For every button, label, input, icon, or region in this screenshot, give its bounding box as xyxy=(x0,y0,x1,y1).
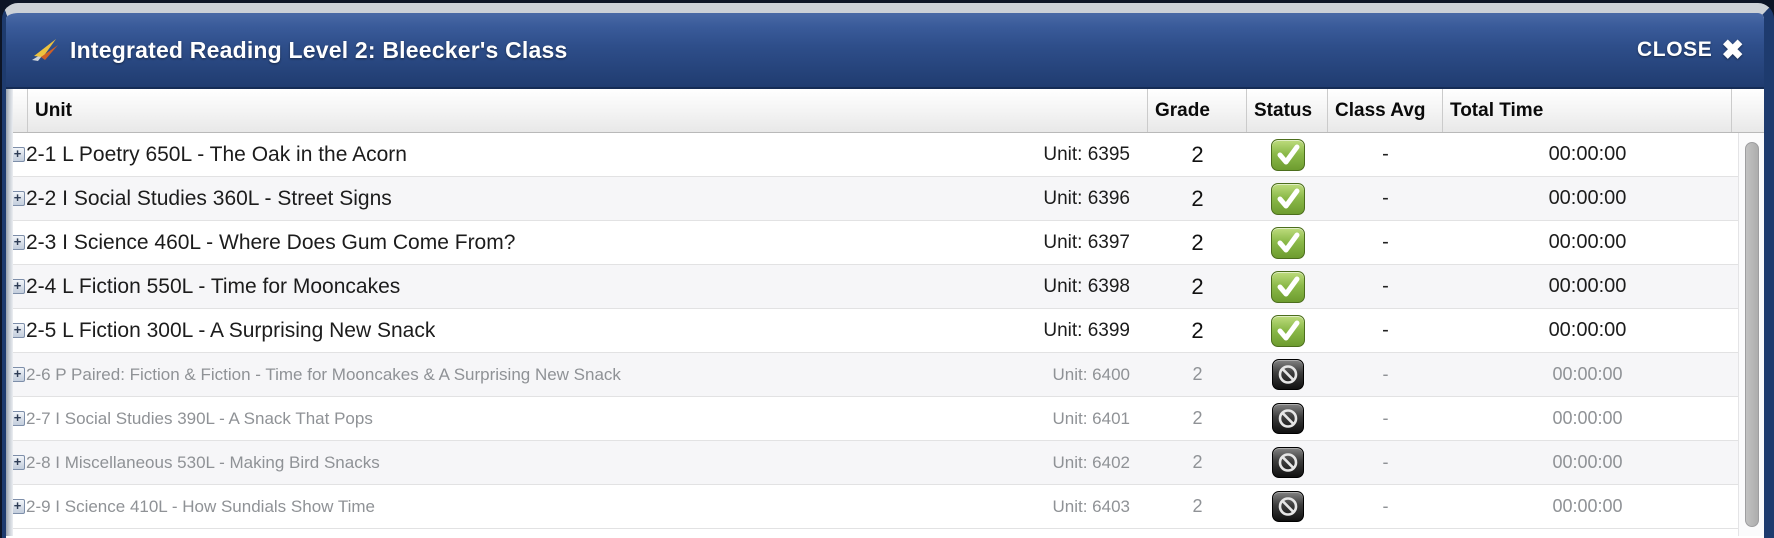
total-time-value: 00:00:00 xyxy=(1548,231,1627,253)
unit-title: 2-9 I Science 410L - How Sundials Show T… xyxy=(26,496,375,516)
column-header-total-time: Total Time xyxy=(1443,89,1732,132)
class-avg-value: - xyxy=(1382,187,1389,209)
column-header-status: Status xyxy=(1247,89,1328,132)
class-avg-value: - xyxy=(1382,496,1389,516)
class-avg-value: - xyxy=(1382,408,1389,428)
header-spacer-cell xyxy=(1732,89,1764,132)
table-header-row: Unit Grade Status Class Avg Total Time xyxy=(6,89,1764,133)
left-gutter xyxy=(6,89,13,536)
table-row[interactable]: + 2-3 I Science 460L - Where Does Gum Co… xyxy=(6,221,1764,265)
quill-logo-icon xyxy=(30,36,60,64)
total-time-value: 00:00:00 xyxy=(1552,364,1623,384)
table-row[interactable]: + 2-4 L Fiction 550L - Time for Mooncake… xyxy=(6,265,1764,309)
grade-value: 2 xyxy=(1191,317,1204,343)
table-row[interactable]: + 2-5 L Fiction 300L - A Surprising New … xyxy=(6,309,1764,353)
class-avg-value: - xyxy=(1382,452,1389,472)
unit-number: Unit: 6396 xyxy=(1043,187,1130,209)
unit-title: 2-7 I Social Studies 390L - A Snack That… xyxy=(26,408,373,428)
unit-title: 2-3 I Science 460L - Where Does Gum Come… xyxy=(26,230,516,254)
table-row[interactable]: + 2-2 I Social Studies 360L - Street Sig… xyxy=(6,177,1764,221)
scrollbar-thumb[interactable] xyxy=(1745,142,1759,527)
unit-number: Unit: 6397 xyxy=(1043,231,1130,253)
unit-title: 2-2 I Social Studies 360L - Street Signs xyxy=(26,186,392,210)
column-header-grade: Grade xyxy=(1148,89,1247,132)
table-row[interactable]: + 2-9 I Science 410L - How Sundials Show… xyxy=(6,485,1764,529)
status-complete-icon xyxy=(1270,314,1305,347)
unit-list-dialog: Integrated Reading Level 2: Bleecker's C… xyxy=(2,3,1774,538)
grade-value: 2 xyxy=(1192,452,1203,472)
total-time-value: 00:00:00 xyxy=(1552,452,1623,472)
table-row[interactable]: + 2-1 L Poetry 650L - The Oak in the Aco… xyxy=(6,133,1764,177)
status-locked-icon xyxy=(1271,447,1304,478)
status-complete-icon xyxy=(1270,226,1305,259)
status-complete-icon xyxy=(1270,270,1305,303)
unit-number: Unit: 6398 xyxy=(1043,275,1130,297)
column-header-class-avg: Class Avg xyxy=(1328,89,1443,132)
class-avg-value: - xyxy=(1382,231,1389,253)
unit-title: 2-8 I Miscellaneous 530L - Making Bird S… xyxy=(26,452,380,472)
table-row[interactable]: + 2-8 I Miscellaneous 530L - Making Bird… xyxy=(6,441,1764,485)
grade-value: 2 xyxy=(1191,141,1204,167)
grade-value: 2 xyxy=(1191,229,1204,255)
table-body: + 2-1 L Poetry 650L - The Oak in the Aco… xyxy=(6,133,1764,529)
total-time-value: 00:00:00 xyxy=(1548,187,1627,209)
unit-title: 2-5 L Fiction 300L - A Surprising New Sn… xyxy=(26,318,436,342)
unit-title: 2-1 L Poetry 650L - The Oak in the Acorn xyxy=(26,142,407,166)
class-avg-value: - xyxy=(1382,319,1389,341)
close-label: CLOSE xyxy=(1637,38,1713,61)
status-locked-icon xyxy=(1271,491,1304,522)
unit-number: Unit: 6399 xyxy=(1043,319,1130,341)
grade-value: 2 xyxy=(1192,408,1203,428)
header-spacer-cell xyxy=(6,89,28,132)
dialog-titlebar: Integrated Reading Level 2: Bleecker's C… xyxy=(6,13,1764,89)
grade-value: 2 xyxy=(1192,496,1203,516)
unit-title: 2-6 P Paired: Fiction & Fiction - Time f… xyxy=(26,364,621,384)
class-avg-value: - xyxy=(1382,364,1389,384)
close-icon: ✖ xyxy=(1721,34,1744,65)
status-complete-icon xyxy=(1270,182,1305,215)
grade-value: 2 xyxy=(1192,364,1203,384)
status-complete-icon xyxy=(1270,138,1305,171)
unit-number: Unit: 6400 xyxy=(1052,364,1131,384)
unit-title: 2-4 L Fiction 550L - Time for Mooncakes xyxy=(26,274,401,298)
class-avg-value: - xyxy=(1382,143,1389,165)
close-button[interactable]: CLOSE ✖ xyxy=(1637,34,1764,65)
grade-value: 2 xyxy=(1191,185,1204,211)
unit-number: Unit: 6402 xyxy=(1052,452,1131,472)
total-time-value: 00:00:00 xyxy=(1552,408,1623,428)
dialog-title: Integrated Reading Level 2: Bleecker's C… xyxy=(70,36,568,63)
total-time-value: 00:00:00 xyxy=(1548,275,1627,297)
table-row[interactable]: + 2-7 I Social Studies 390L - A Snack Th… xyxy=(6,397,1764,441)
total-time-value: 00:00:00 xyxy=(1552,496,1623,516)
units-table: Unit Grade Status Class Avg Total Time +… xyxy=(6,89,1764,536)
status-locked-icon xyxy=(1271,359,1304,390)
unit-number: Unit: 6395 xyxy=(1043,143,1130,165)
unit-number: Unit: 6401 xyxy=(1052,408,1131,428)
grade-value: 2 xyxy=(1191,273,1204,299)
total-time-value: 00:00:00 xyxy=(1548,319,1627,341)
status-locked-icon xyxy=(1271,403,1304,434)
vertical-scrollbar[interactable] xyxy=(1738,133,1764,536)
unit-number: Unit: 6403 xyxy=(1052,496,1131,516)
expand-plus-icon[interactable]: + xyxy=(10,455,25,470)
class-avg-value: - xyxy=(1382,275,1389,297)
column-header-unit: Unit xyxy=(28,89,1148,132)
total-time-value: 00:00:00 xyxy=(1548,143,1627,165)
table-row[interactable]: + 2-6 P Paired: Fiction & Fiction - Time… xyxy=(6,353,1764,397)
